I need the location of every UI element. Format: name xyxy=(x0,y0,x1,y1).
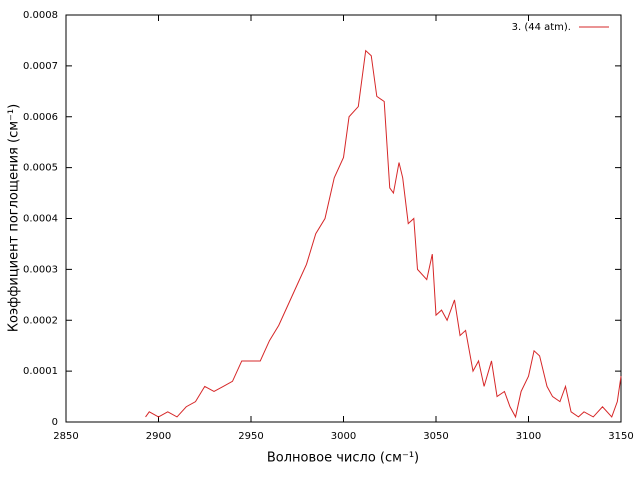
y-tick-label: 0.0007 xyxy=(23,61,58,72)
x-tick-label: 3100 xyxy=(516,431,541,442)
y-tick-label: 0.0005 xyxy=(23,163,58,174)
x-tick-label: 2950 xyxy=(238,431,263,442)
x-axis-title: Волновое число (см⁻¹) xyxy=(267,451,419,466)
y-tick-label: 0.0001 xyxy=(23,366,58,377)
x-tick-label: 3150 xyxy=(608,431,633,442)
y-tick-label: 0.0003 xyxy=(23,264,58,275)
y-axis-title: Коэффициент поглощения (см⁻¹) xyxy=(7,104,22,332)
plot-frame xyxy=(65,14,622,423)
y-tick-label: 0.0002 xyxy=(23,315,58,326)
y-tick-label: 0.0004 xyxy=(23,214,58,225)
legend-label: 3. (44 atm). xyxy=(512,22,571,33)
x-tick-label: 3050 xyxy=(423,431,448,442)
y-tick-label: 0 xyxy=(52,417,58,428)
y-tick-label: 0.0008 xyxy=(23,10,58,21)
y-tick-label: 0.0006 xyxy=(23,112,58,123)
x-tick-label: 2900 xyxy=(146,431,171,442)
data-line xyxy=(145,49,622,419)
x-tick-label: 2850 xyxy=(53,431,78,442)
x-tick-label: 3000 xyxy=(331,431,356,442)
